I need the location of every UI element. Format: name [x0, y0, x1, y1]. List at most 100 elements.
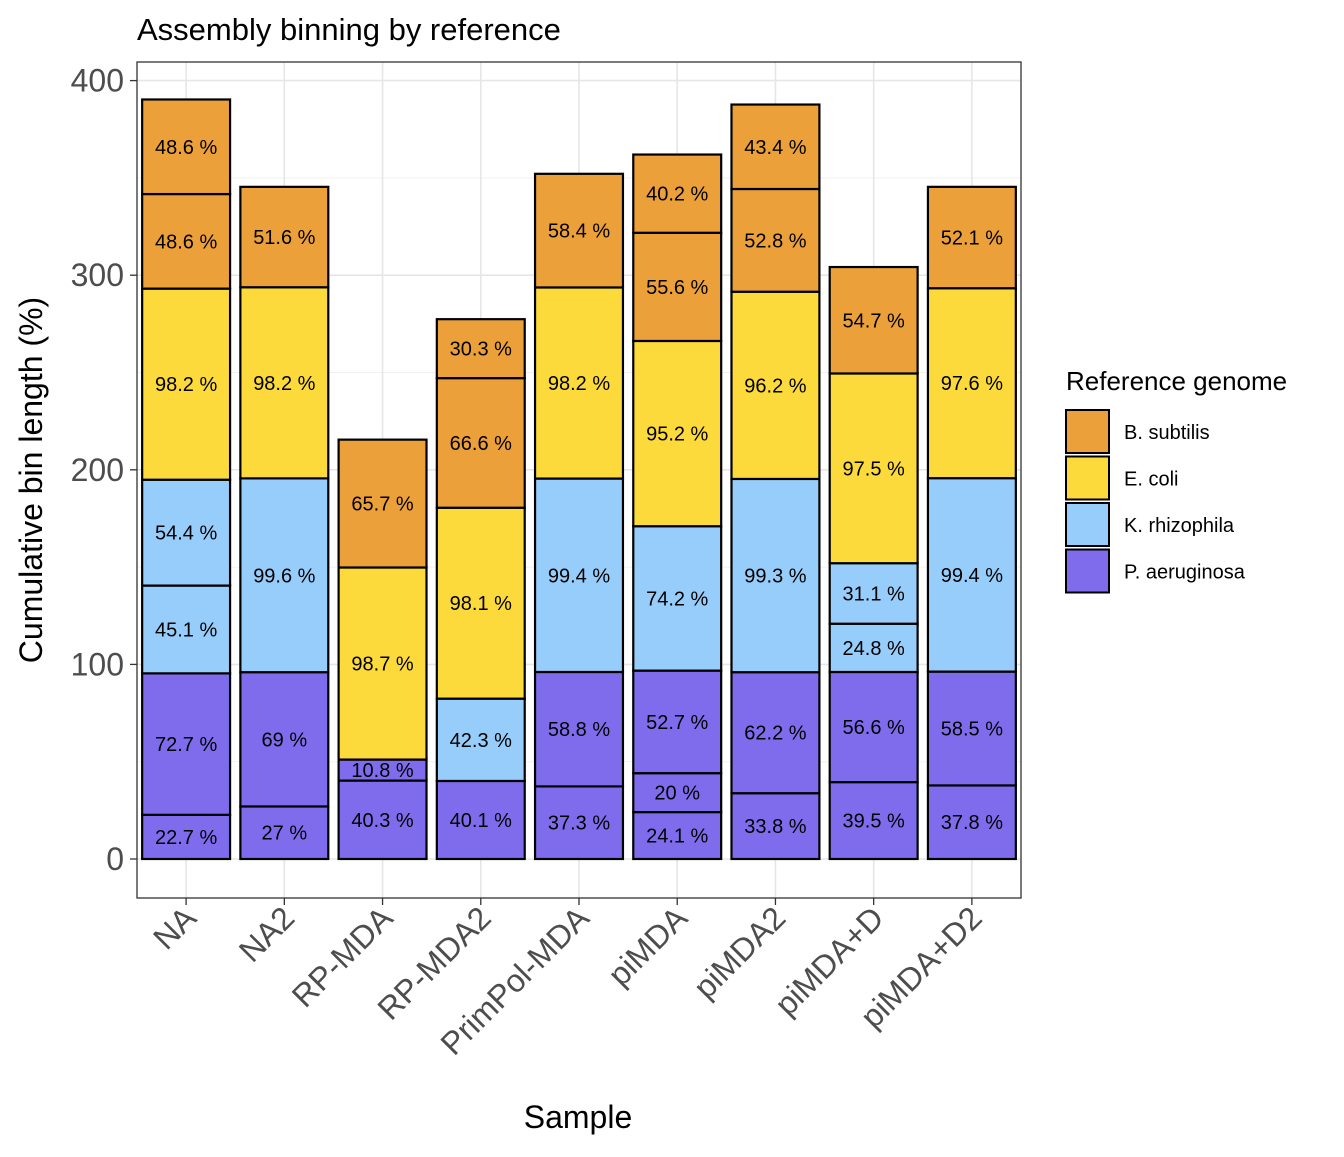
legend-label: B. subtilis	[1124, 422, 1210, 444]
segment-value-label: 40.1 %	[450, 810, 512, 832]
legend-item: P. aeruginosa	[1065, 548, 1246, 594]
bar-segment-b-subtilis	[435, 377, 526, 509]
bar-segment-k-rhizophila	[730, 477, 821, 674]
bar-segment-b-subtilis	[730, 187, 821, 293]
bar-stack-piMDA2: 33.8 % 62.2 % 99.3 % 96.2 % 52.8 % 43.4 %	[730, 103, 821, 861]
bar-segment-b-subtilis	[828, 265, 919, 375]
bar-segment-b-subtilis	[533, 172, 625, 289]
segment-value-label: 10.8 %	[351, 760, 413, 782]
x-tick-label: NA2	[232, 899, 301, 968]
segment-value-label: 62.2 %	[744, 723, 806, 745]
legend-title: Reference genome	[1066, 366, 1287, 396]
segment-value-label: 48.6 %	[155, 137, 217, 159]
segment-value-label: 58.5 %	[941, 719, 1003, 741]
segment-value-label: 96.2 %	[744, 375, 806, 397]
segment-value-label: 66.6 %	[450, 433, 512, 455]
legend: Reference genome B. subtilis E. coli K. rh…	[1065, 366, 1287, 594]
y-axis: 0 100 200 300 400	[71, 63, 137, 877]
bar-segment-b-subtilis	[239, 185, 330, 289]
bar-segment-p-aeruginosa	[926, 784, 1017, 861]
x-tick-label: NA	[146, 899, 203, 956]
bar-stack-NA2: 27 % 69 % 99.6 % 98.2 % 51.6 %	[239, 185, 330, 861]
bar-segment-p-aeruginosa	[435, 779, 526, 861]
bar-segment-e-coli	[632, 339, 723, 528]
segment-value-label: 55.6 %	[646, 277, 708, 299]
segment-value-label: 72.7 %	[155, 734, 217, 756]
segment-value-label: 42.3 %	[450, 730, 512, 752]
y-tick-label: 200	[71, 452, 124, 488]
y-tick-label: 0	[106, 841, 124, 877]
bar-segment-p-aeruginosa	[632, 810, 723, 861]
segment-value-label: 52.1 %	[941, 228, 1003, 250]
segment-value-label: 74.2 %	[646, 588, 708, 610]
legend-label: K. rhizophila	[1124, 515, 1235, 537]
bar-segment-b-subtilis	[730, 103, 821, 191]
y-tick-label: 400	[71, 63, 124, 99]
bar-segment-p-aeruginosa	[828, 781, 919, 861]
segment-value-label: 51.6 %	[253, 227, 315, 249]
segment-value-label: 31.1 %	[843, 583, 905, 605]
segment-value-label: 39.5 %	[843, 811, 905, 833]
bar-segment-b-subtilis	[141, 192, 232, 290]
bar-stack-piMDA+D2: 37.8 % 58.5 % 99.4 % 97.6 % 52.1 %	[926, 185, 1017, 861]
y-axis-title: Cumulative bin length (%)	[13, 297, 49, 663]
bar-stack-RP-MDA: 40.3 % 10.8 % 98.7 % 65.7 %	[337, 438, 428, 861]
bar-segment-b-subtilis	[435, 318, 526, 380]
segment-value-label: 22.7 %	[155, 827, 217, 849]
y-tick-label: 100	[71, 646, 124, 682]
bar-segment-b-subtilis	[632, 231, 723, 343]
segment-value-label: 30.3 %	[450, 339, 512, 361]
segment-value-label: 24.1 %	[646, 826, 708, 848]
segment-value-label: 98.2 %	[548, 373, 610, 395]
bar-stack-piMDA: 24.1 % 20 % 52.7 % 74.2 % 95.2 % 55.6 % 40.2 %	[632, 153, 723, 861]
legend-swatch	[1065, 502, 1110, 547]
segment-value-label: 98.7 %	[351, 654, 413, 676]
segment-value-label: 27 %	[262, 823, 308, 845]
legend-swatch	[1065, 409, 1110, 454]
bar-segment-b-subtilis	[926, 185, 1017, 290]
segment-value-label: 20 %	[654, 783, 700, 805]
bar-segment-e-coli	[533, 286, 625, 480]
segment-value-label: 45.1 %	[155, 619, 217, 641]
segment-value-label: 65.7 %	[351, 494, 413, 516]
y-tick-label: 300	[71, 257, 124, 293]
bar-segment-k-rhizophila	[239, 477, 330, 674]
segment-value-label: 69 %	[262, 729, 308, 751]
segment-value-label: 99.4 %	[548, 565, 610, 587]
segment-value-label: 98.1 %	[450, 593, 512, 615]
segment-value-label: 52.8 %	[744, 230, 806, 252]
segment-value-label: 24.8 %	[843, 638, 905, 660]
x-tick-label: piMDA	[601, 899, 695, 993]
segment-value-label: 48.6 %	[155, 231, 217, 253]
segment-value-label: 33.8 %	[744, 816, 806, 838]
bar-segment-k-rhizophila	[828, 622, 919, 674]
legend-label: P. aeruginosa	[1124, 562, 1246, 584]
bar-stack-PrimPol-MDA: 37.3 % 58.8 % 99.4 % 98.2 % 58.4 %	[533, 172, 625, 861]
bar-segment-k-rhizophila	[632, 525, 723, 672]
bar-stack-piMDA+D: 39.5 % 56.6 % 24.8 % 31.1 % 97.5 % 54.7 %	[828, 265, 919, 861]
segment-value-label: 98.2 %	[155, 374, 217, 396]
bar-segment-p-aeruginosa	[239, 805, 330, 861]
segment-value-label: 56.6 %	[843, 717, 905, 739]
segment-value-label: 95.2 %	[646, 424, 708, 446]
segment-value-label: 54.7 %	[843, 310, 905, 332]
bar-segment-p-aeruginosa	[239, 671, 330, 808]
bar-segment-b-subtilis	[141, 98, 232, 196]
bar-stack-NA: 22.7 % 72.7 % 45.1 % 54.4 % 98.2 % 48.6 % 48.6…	[141, 98, 232, 861]
bar-stack-RP-MDA2: 40.1 % 42.3 % 98.1 % 66.6 % 30.3 %	[435, 318, 526, 861]
segment-value-label: 99.3 %	[744, 566, 806, 588]
chart-title: Assembly binning by reference	[137, 12, 561, 47]
bar-segment-p-aeruginosa	[533, 670, 625, 788]
bar-segment-p-aeruginosa	[926, 670, 1017, 787]
bar-segment-b-subtilis	[632, 153, 723, 234]
segment-value-label: 97.6 %	[941, 373, 1003, 395]
bar-segment-e-coli	[141, 287, 232, 481]
segment-value-label: 58.8 %	[548, 719, 610, 741]
segment-value-label: 58.4 %	[548, 221, 610, 243]
segment-value-label: 97.5 %	[843, 458, 905, 480]
segment-value-label: 98.2 %	[253, 373, 315, 395]
legend-swatch	[1065, 455, 1110, 501]
segment-value-label: 99.4 %	[941, 565, 1003, 587]
